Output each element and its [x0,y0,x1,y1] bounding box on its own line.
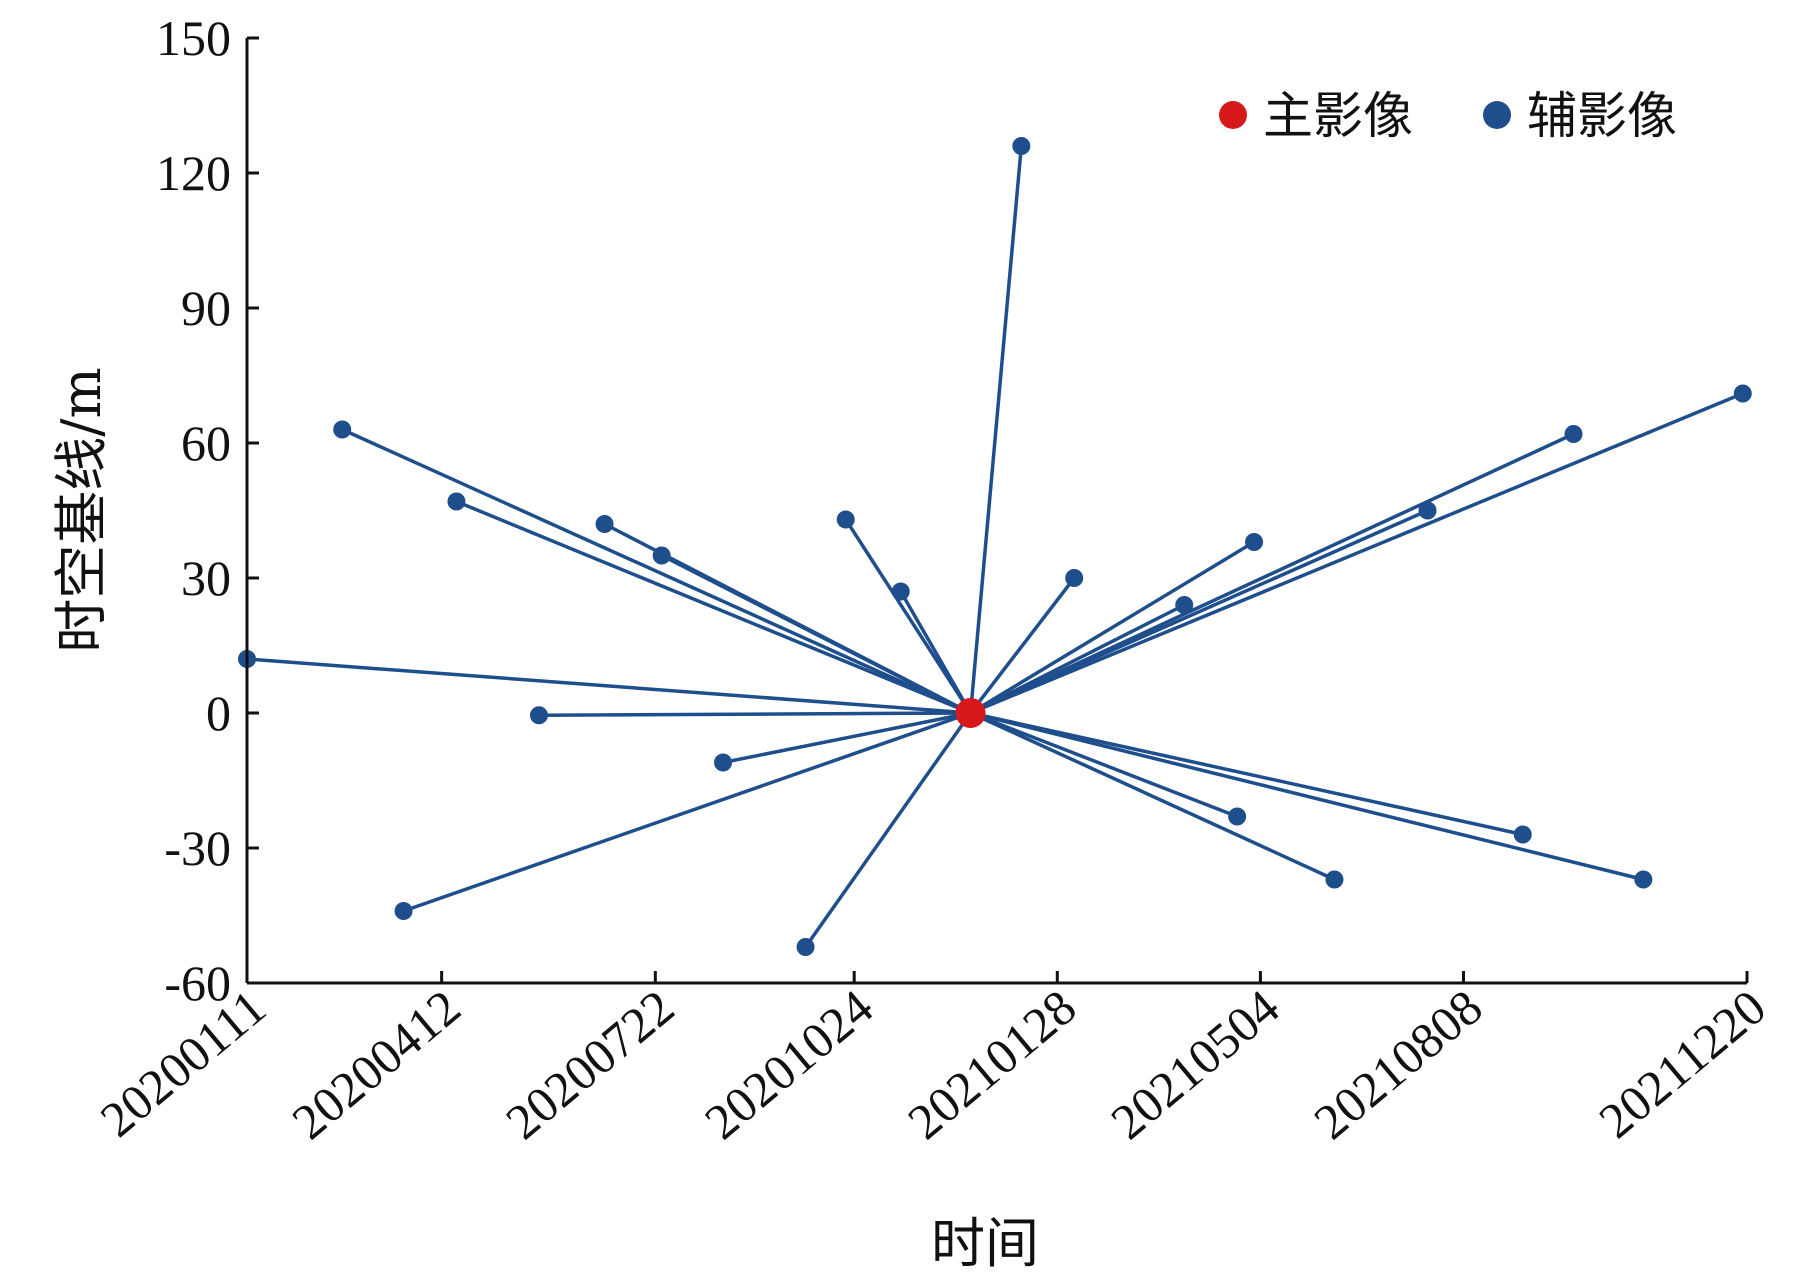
legend-slave-marker [1483,101,1511,129]
slave-image-point [529,706,548,725]
baseline-line [538,711,971,717]
x-tick-label: 20210808 [1303,979,1492,1150]
slave-image-point [1513,825,1532,844]
baseline-line [844,518,973,714]
slave-image-point [595,515,614,533]
slave-image-point [1175,596,1194,614]
legend-slave-label: 辅影像 [1527,87,1677,145]
x-ticks: 20200111 20200412 20200722 20201024 20210128… [90,971,1776,1150]
y-tick-label: -60 [164,955,231,1011]
baseline-connections [246,145,1744,949]
baseline-line [969,540,1255,715]
slave-image-point [1012,137,1031,155]
slave-image-point [652,546,671,565]
x-tick-label: 20210504 [1100,979,1289,1150]
baseline-line [970,711,1644,882]
legend-master-label: 主影像 [1263,87,1413,145]
slave-image-point [1733,384,1752,403]
x-tick-label: 20201024 [694,979,883,1150]
baseline-line [455,499,972,715]
x-tick-label: 20210128 [897,979,1086,1150]
baseline-line [341,427,972,715]
slave-image-point [1065,569,1084,587]
x-tick-label: 20211220 [1588,979,1776,1149]
slave-image-point [1418,501,1437,520]
baseline-line [969,711,1336,882]
slave-image-point [1564,425,1583,443]
legend: 主影像 辅影像 [1219,87,1677,145]
slave-image-point [1325,870,1344,889]
baseline-line [970,711,1524,837]
image-points [238,137,1752,956]
y-tick-label: 0 [206,685,231,741]
baseline-line [722,711,971,765]
slave-image-point [1228,807,1247,826]
baseline-line [969,576,1076,715]
slave-image-point [1245,533,1264,551]
slave-image-point [891,582,910,601]
slave-image-point [333,420,352,439]
baseline-line [968,145,1024,714]
slave-image-point [714,753,733,772]
y-tick-label: 60 [181,415,231,471]
y-tick-label: 90 [181,280,231,336]
baseline-line [969,391,1744,715]
y-tick-label: 120 [156,145,231,201]
x-tick-label: 20200722 [495,979,684,1150]
baseline-line [660,553,972,715]
baseline-line [246,657,971,715]
slave-image-point [447,492,466,511]
baseline-line [969,432,1575,715]
y-tick-label: 150 [156,10,231,66]
y-tick-label: 30 [181,550,231,606]
slave-image-point [796,938,815,956]
axes [245,38,1747,985]
legend-master-marker [1219,101,1247,129]
baseline-line [899,590,973,714]
y-axis-title: 时空基线/m [50,367,113,652]
y-tick-label: -30 [164,820,231,876]
baseline-line [804,711,972,949]
slave-image-point [394,902,413,920]
y-ticks: -60 -30 0 30 60 90 120 150 [156,10,259,1011]
master-image-point [955,698,986,728]
slave-image-point [836,510,855,529]
baseline-line [402,711,972,913]
x-axis-title: 时间 [931,1212,1039,1275]
x-tick-label: 20200412 [282,979,471,1150]
slave-image-point [1634,870,1653,889]
baseline-line [969,711,1238,819]
